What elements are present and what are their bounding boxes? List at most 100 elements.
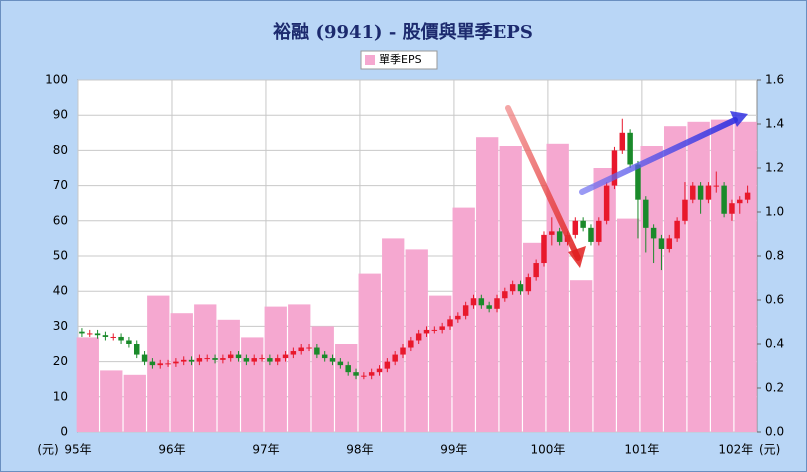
candle-body <box>141 354 148 362</box>
candle-body <box>400 347 406 355</box>
eps-bar <box>241 337 264 432</box>
candle-body <box>580 220 586 228</box>
candle-body <box>94 333 101 336</box>
legend-swatch <box>365 55 375 65</box>
candle-body <box>196 358 203 362</box>
candle-body <box>572 220 579 235</box>
candle-body <box>314 347 320 355</box>
eps-bar <box>429 295 452 432</box>
y-tick-label: 40 <box>53 284 68 298</box>
eps-bar <box>710 119 734 432</box>
candle-body <box>267 358 273 362</box>
candle-body <box>376 368 383 373</box>
candle-body <box>549 231 555 235</box>
y2-tick-label: 1.0 <box>765 205 784 219</box>
candle-body <box>361 375 367 377</box>
candle-body <box>455 315 461 320</box>
candle-body <box>635 164 641 200</box>
candle-body <box>447 319 453 327</box>
candle-body <box>603 185 610 221</box>
up-arrow <box>579 117 738 195</box>
eps-bar <box>264 306 287 432</box>
y2-axis-label: (元) <box>759 443 780 457</box>
eps-bar <box>217 319 240 432</box>
eps-bar <box>452 207 475 432</box>
x-tick-label: 101年 <box>624 443 659 457</box>
candle-body <box>627 132 633 165</box>
eps-bar <box>687 121 710 433</box>
y2-tick-label: 0.0 <box>765 425 784 439</box>
eps-bar <box>170 313 193 432</box>
x-tick-label: 102年 <box>718 443 753 457</box>
candle-body <box>470 298 477 306</box>
eps-bar <box>640 146 663 432</box>
x-tick-label: 96年 <box>158 443 185 457</box>
eps-bar <box>194 304 217 432</box>
y-tick-label: 30 <box>53 319 68 333</box>
candle-body <box>697 185 704 200</box>
eps-bar <box>76 337 99 432</box>
y-tick-label: 50 <box>53 249 68 263</box>
candle-body <box>650 227 657 239</box>
eps-bar <box>123 374 146 432</box>
y2-tick-label: 0.4 <box>765 337 784 351</box>
candle-body <box>306 347 312 349</box>
eps-bar <box>570 280 593 432</box>
candle-body <box>415 333 422 341</box>
candle-body <box>705 185 712 200</box>
candle-body <box>243 358 250 362</box>
candle-body <box>329 358 336 362</box>
y2-tick-label: 1.4 <box>765 117 784 131</box>
candle-body <box>729 203 735 214</box>
candle-body <box>133 344 140 355</box>
candle-body <box>353 372 359 376</box>
candle-body <box>180 359 187 362</box>
y-axis-label: (元) <box>37 443 58 457</box>
candle-body <box>658 238 665 249</box>
candle-body <box>290 351 297 355</box>
candle-body <box>251 358 257 362</box>
y2-tick-label: 1.2 <box>765 161 784 175</box>
candle-body <box>165 363 171 365</box>
candle-body <box>298 347 304 352</box>
candle-body <box>408 340 414 348</box>
candle-body <box>259 358 265 360</box>
candle-body <box>682 199 688 221</box>
candle-body <box>204 358 210 360</box>
candle-body <box>235 354 242 359</box>
down-arrow-head <box>568 246 586 268</box>
eps-bar <box>663 126 687 432</box>
candle-body <box>611 150 618 186</box>
eps-bar <box>358 273 381 432</box>
x-tick-label: 97年 <box>252 443 279 457</box>
eps-bar <box>311 326 334 432</box>
candle-body <box>541 234 547 264</box>
y2-tick-label: 0.8 <box>765 249 784 263</box>
y2-tick-label: 0.6 <box>765 293 784 307</box>
y2-tick-label: 1.6 <box>765 73 784 87</box>
candle-body <box>556 231 563 242</box>
candle-body <box>423 329 430 334</box>
candle-body <box>157 363 163 366</box>
eps-bar <box>335 344 358 432</box>
candle-body <box>737 199 743 204</box>
candle-body <box>368 372 375 376</box>
candle-body <box>87 333 93 335</box>
candle-body <box>439 326 445 330</box>
y-tick-label: 0 <box>60 425 68 439</box>
y-tick-label: 10 <box>53 389 68 403</box>
candle-body <box>525 277 532 292</box>
candle-body <box>79 331 85 334</box>
candle-body <box>149 361 156 366</box>
candle-body <box>462 305 469 316</box>
candle-body <box>173 361 179 364</box>
y-tick-label: 70 <box>53 178 68 192</box>
x-tick-label: 99年 <box>440 443 467 457</box>
legend-box <box>360 50 438 70</box>
down-arrow <box>505 105 581 261</box>
candle-body <box>509 284 516 292</box>
candle-body <box>392 354 398 362</box>
eps-bar <box>100 370 123 432</box>
candle-body <box>188 359 195 362</box>
